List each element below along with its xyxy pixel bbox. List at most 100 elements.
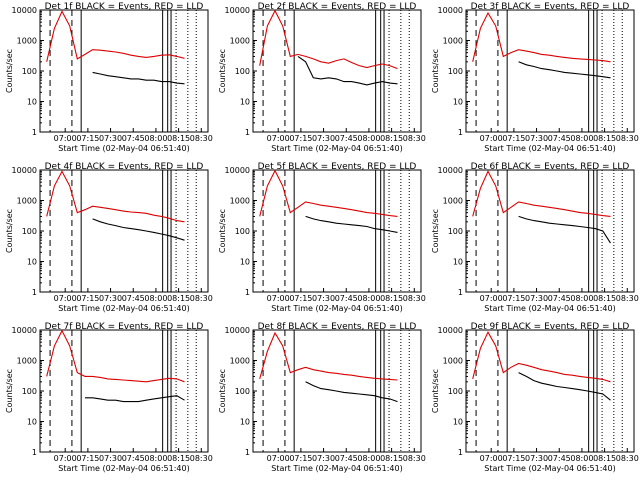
y-axis-label: Counts/sec (218, 49, 227, 93)
y-axis-label: Counts/sec (431, 369, 440, 413)
x-tick-label: 08:30 (190, 454, 213, 463)
y-tick-label: 10 (453, 98, 463, 107)
x-tick-label: 07:00 (267, 134, 290, 143)
x-tick-label: 08:00 (570, 454, 593, 463)
x-axis-label: Start Time (02-May-04 06:51:40) (58, 144, 189, 153)
x-tick-label: 07:30 (312, 294, 335, 303)
x-axis-label: Start Time (02-May-04 06:51:40) (58, 304, 189, 313)
y-tick-label: 100 (22, 67, 37, 76)
series-events-line (518, 372, 611, 401)
y-tick-label: 100 (22, 387, 37, 396)
x-tick-label: 07:15 (76, 134, 99, 143)
y-tick-label: 1 (245, 448, 250, 457)
y-tick-label: 1 (32, 128, 37, 137)
panel-1: Det 1f BLACK = Events, RED = LLD 1 10 100 10… (5, 2, 213, 153)
series-events-line (305, 381, 398, 403)
x-tick-label: 08:00 (357, 134, 380, 143)
x-axis-label: Start Time (02-May-04 06:51:40) (271, 304, 402, 313)
y-tick-label: 10 (240, 98, 250, 107)
x-tick-label: 08:30 (616, 454, 639, 463)
x-tick-label: 07:45 (335, 294, 358, 303)
y-tick-label: 1000 (17, 357, 37, 366)
x-tick-label: 08:15 (167, 454, 190, 463)
y-tick-label: 1000 (443, 37, 463, 46)
series-lld-line (259, 331, 398, 381)
x-axis-label: Start Time (02-May-04 06:51:40) (484, 304, 615, 313)
y-tick-label: 10 (240, 258, 250, 267)
x-tick-label: 08:00 (357, 454, 380, 463)
y-tick-label: 1 (245, 128, 250, 137)
panel-2: Det 2f BLACK = Events, RED = LLD 1 10 100 10… (218, 2, 426, 153)
y-tick-label: 1 (458, 128, 463, 137)
plot-frame (465, 9, 635, 133)
y-tick-label: 1000 (17, 37, 37, 46)
y-axis-label: Counts/sec (431, 49, 440, 93)
plot-frame (252, 169, 422, 293)
x-tick-label: 08:00 (570, 294, 593, 303)
x-tick-label: 07:00 (480, 294, 503, 303)
series-lld-line (472, 330, 611, 383)
y-tick-label: 10000 (225, 166, 250, 175)
y-tick-label: 1000 (230, 37, 250, 46)
panel-title: Det 3f BLACK = Events, RED = LLD (471, 2, 630, 12)
y-tick-label: 10000 (225, 6, 250, 15)
x-tick-label: 07:15 (502, 134, 525, 143)
y-axis-label: Counts/sec (218, 209, 227, 253)
x-tick-label: 08:15 (593, 454, 616, 463)
x-tick-label: 07:15 (502, 454, 525, 463)
y-tick-label: 1 (458, 448, 463, 457)
x-tick-label: 07:45 (548, 454, 571, 463)
panel-title: Det 7f BLACK = Events, RED = LLD (45, 322, 204, 332)
y-tick-label: 10000 (438, 166, 463, 175)
x-tick-label: 08:00 (144, 134, 167, 143)
x-tick-label: 08:15 (380, 454, 403, 463)
x-tick-label: 08:15 (380, 294, 403, 303)
x-tick-label: 08:00 (357, 294, 380, 303)
x-tick-label: 07:00 (54, 454, 77, 463)
panel-4: Det 4f BLACK = Events, RED = LLD 1 10 100 10… (5, 162, 213, 313)
x-tick-label: 08:30 (190, 294, 213, 303)
y-axis-label: Counts/sec (5, 209, 14, 253)
y-tick-label: 10000 (12, 6, 37, 15)
series-lld-line (46, 10, 185, 62)
x-tick-label: 08:30 (616, 294, 639, 303)
x-tick-label: 07:45 (548, 134, 571, 143)
plot-frame (465, 169, 635, 293)
y-tick-label: 1000 (230, 357, 250, 366)
x-tick-label: 08:00 (570, 134, 593, 143)
x-tick-label: 07:45 (548, 294, 571, 303)
series-lld-line (46, 329, 185, 383)
x-axis-label: Start Time (02-May-04 06:51:40) (58, 464, 189, 473)
y-tick-label: 1 (32, 448, 37, 457)
x-tick-label: 07:00 (480, 454, 503, 463)
x-tick-label: 08:15 (167, 294, 190, 303)
y-tick-label: 100 (235, 227, 250, 236)
x-tick-label: 08:30 (403, 134, 426, 143)
series-events-line (518, 61, 611, 79)
x-tick-label: 07:30 (525, 294, 548, 303)
series-events-line (92, 218, 185, 241)
x-tick-label: 07:15 (289, 294, 312, 303)
x-tick-label: 07:00 (54, 134, 77, 143)
x-tick-label: 07:30 (525, 454, 548, 463)
y-tick-label: 10 (453, 418, 463, 427)
series-events-line (85, 395, 185, 403)
y-tick-label: 10000 (438, 326, 463, 335)
y-tick-label: 100 (22, 227, 37, 236)
x-tick-label: 08:30 (403, 294, 426, 303)
x-tick-label: 07:45 (122, 134, 145, 143)
x-tick-label: 08:15 (593, 294, 616, 303)
x-axis-label: Start Time (02-May-04 06:51:40) (271, 144, 402, 153)
x-tick-label: 08:30 (616, 134, 639, 143)
x-tick-label: 07:15 (76, 294, 99, 303)
x-tick-label: 08:15 (593, 134, 616, 143)
y-tick-label: 10000 (12, 166, 37, 175)
y-tick-label: 1 (32, 288, 37, 297)
y-tick-label: 1000 (443, 357, 463, 366)
panel-title: Det 8f BLACK = Events, RED = LLD (258, 322, 417, 332)
y-tick-label: 1000 (17, 197, 37, 206)
y-tick-label: 100 (448, 227, 463, 236)
x-tick-label: 08:30 (190, 134, 213, 143)
series-lld-line (259, 169, 398, 217)
panel-title: Det 9f BLACK = Events, RED = LLD (471, 322, 630, 332)
